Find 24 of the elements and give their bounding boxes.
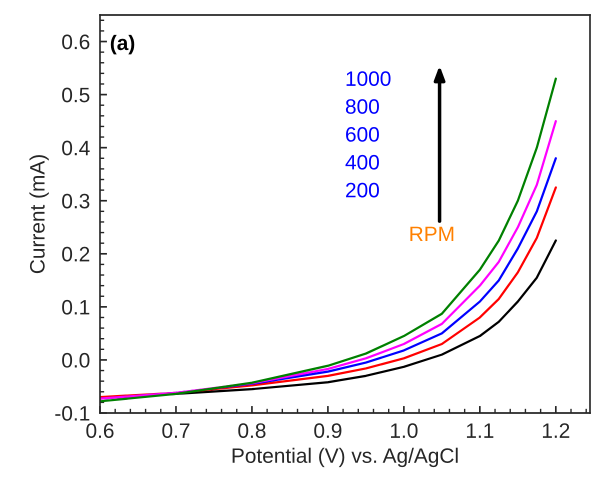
y-axis-title: Current (mA) (29, 155, 49, 274)
y-tick-label: -0.1 (55, 406, 90, 421)
annotation: 1000 (346, 71, 391, 86)
y-tick-label: 0.2 (62, 246, 90, 262)
y-tick-label: 0.4 (62, 140, 90, 156)
y-tick-label: 0.0 (62, 352, 90, 368)
annotation: 600 (346, 126, 379, 142)
annotation: 200 (346, 182, 379, 198)
annotation: (a) (110, 34, 134, 54)
x-tick-label: 0.9 (314, 423, 342, 438)
x-tick-label: 1.2 (542, 423, 570, 438)
x-tick-label: 1.0 (390, 423, 418, 438)
x-tick-label: 0.8 (238, 423, 266, 438)
x-tick-label: 0.7 (162, 423, 190, 438)
y-tick-label: 0.6 (62, 34, 90, 50)
x-axis-title: Potential (V) vs. Ag/AgCl (232, 448, 458, 468)
annotation: RPM (410, 226, 454, 242)
annotation: 400 (345, 154, 379, 170)
y-tick-label: 0.1 (62, 300, 90, 315)
annotation: 800 (346, 99, 379, 114)
x-tick-label: 0.6 (86, 423, 114, 438)
y-tick-label: 0.3 (62, 194, 90, 208)
x-tick-label: 1.1 (466, 423, 494, 438)
y-tick-label: 0.5 (62, 88, 90, 102)
